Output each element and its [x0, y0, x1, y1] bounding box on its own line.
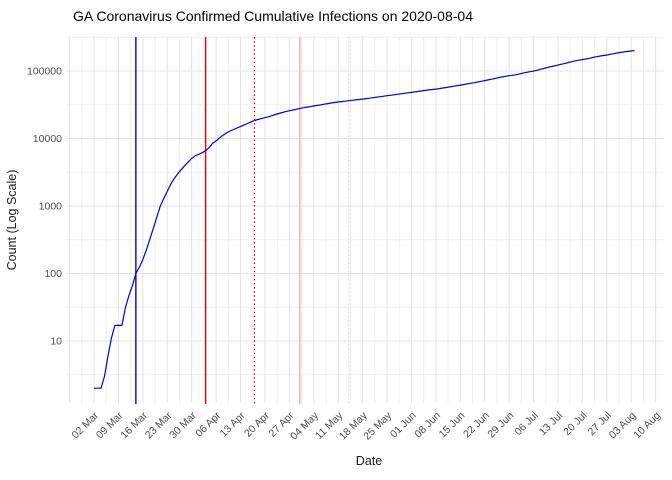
gridlines-minor — [66, 36, 664, 403]
y-tick-label: 10000 — [33, 133, 62, 145]
y-tick-label: 10 — [50, 336, 62, 348]
y-tick-label: 100000 — [27, 66, 62, 78]
y-tick-label: 100 — [44, 268, 62, 280]
event-vlines — [135, 37, 350, 404]
gridlines-major — [66, 37, 664, 403]
y-tick-label: 1000 — [39, 201, 63, 213]
y-axis-title: Count (Log Scale) — [5, 170, 19, 271]
cumulative-infections-line — [94, 50, 635, 389]
chart-title: GA Coronavirus Confirmed Cumulative Infe… — [73, 8, 473, 24]
x-axis-title: Date — [356, 454, 382, 468]
y-axis-tick-labels: 10 100 1000 10000 100000 — [27, 66, 62, 348]
